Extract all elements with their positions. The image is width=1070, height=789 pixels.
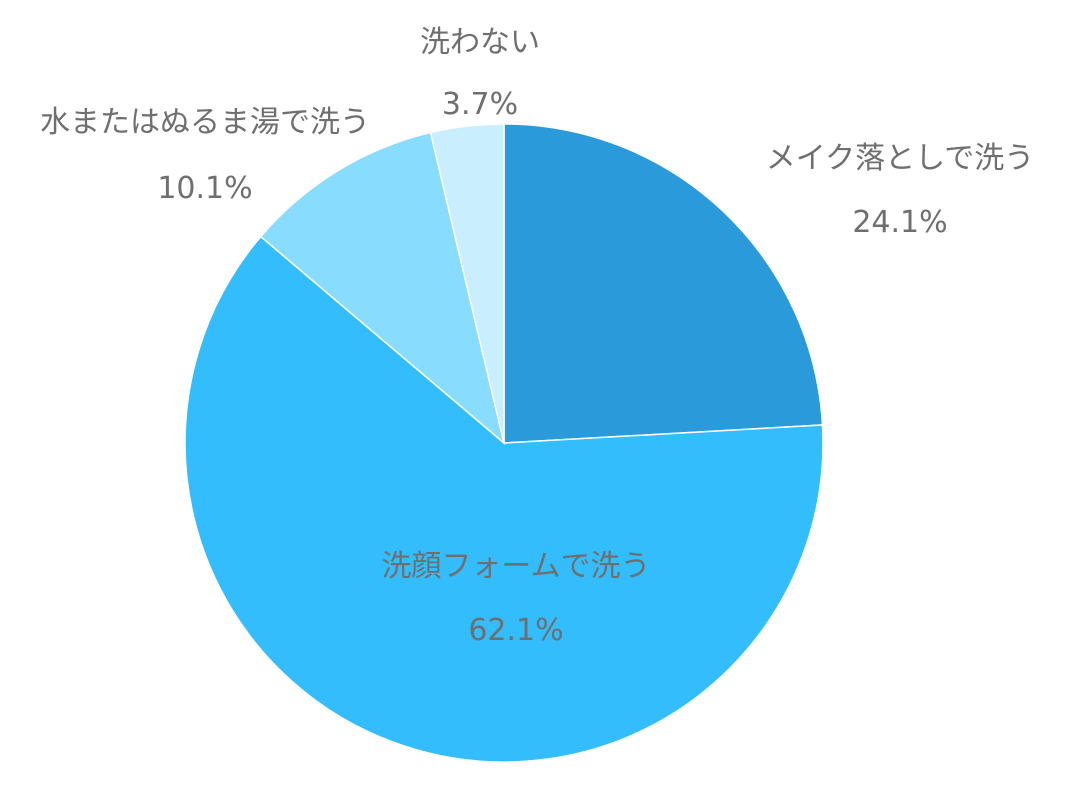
slice-label-value: 3.7% (442, 87, 518, 122)
slice-label-value: 62.1% (468, 613, 563, 648)
slice-label-value: 10.1% (157, 171, 252, 206)
slice-label-name: 洗顔フォームで洗う (381, 549, 650, 584)
slice-label-name: 洗わない (420, 25, 540, 60)
pie-slice (429, 123, 505, 444)
slice-label-value: 24.1% (852, 205, 947, 240)
pie-slices (184, 123, 824, 763)
slice-label-name: メイク落としで洗う (766, 141, 1035, 176)
pie-slice (503, 123, 824, 444)
pie-labels: メイク落としで洗う 24.1% 洗顔フォームで洗う 62.1% 水またはぬるま湯… (40, 25, 1034, 648)
pie-slice (259, 131, 506, 446)
slice-label-name: 水またはぬるま湯で洗う (40, 105, 370, 140)
pie-slice (184, 235, 824, 763)
